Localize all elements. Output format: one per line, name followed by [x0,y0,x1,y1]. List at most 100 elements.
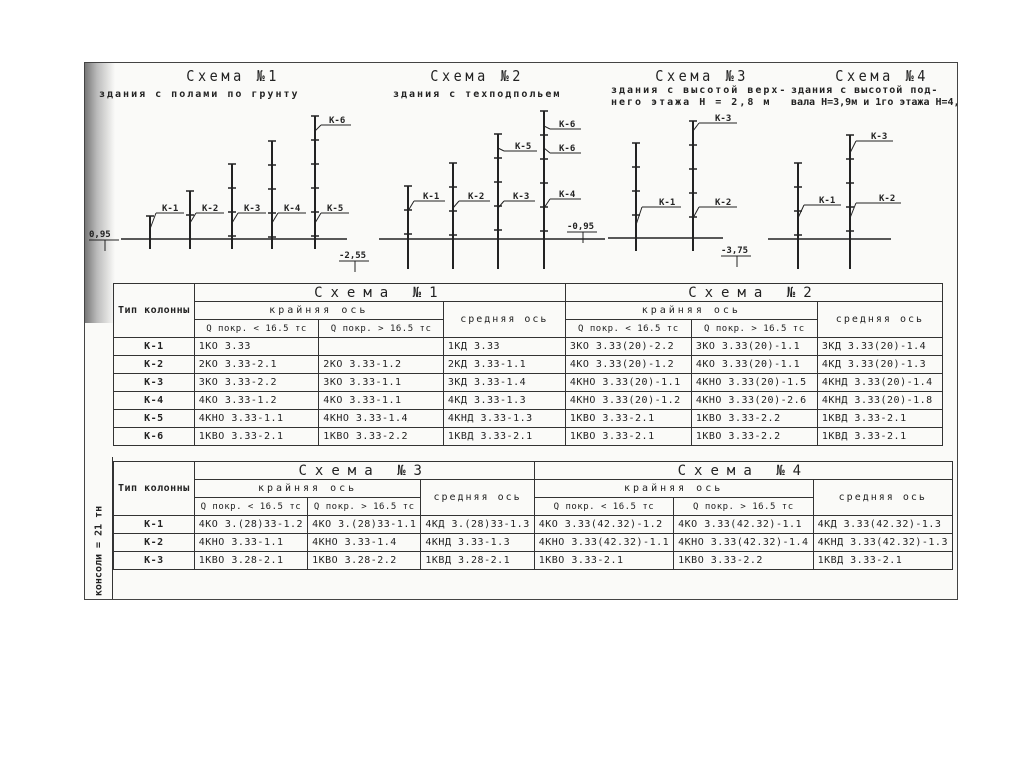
leader [271,212,279,224]
column-mark-cell: 4КНД 3.33(42.32)-1.3 [812,533,953,552]
column-mark-cell: 2КО 3.33-2.1 [193,355,320,374]
column-mark-cell: 1КД 3.33 [442,337,566,356]
leader [497,147,505,152]
column-label: К-4 [284,204,301,214]
table-row: К-6 1КВО 3.33-2.1 1КВО 3.33-2.2 1КВД 3.33-2… [113,427,944,446]
q-less-header: Q покр. < 16.5 тс [193,497,309,516]
column-mark-cell: 3КО 3.33-1.1 [318,373,444,392]
scheme-1-title: Схема №1 [186,67,281,85]
column-mark-cell: 3КД 3.33-1.4 [442,373,566,392]
column-mark-cell: 4КНО 3.33-1.1 [193,409,320,428]
scheme-2-title: Схема №2 [430,67,525,85]
column-label: К-2 [468,192,484,202]
column-mark-cell: 4КНО 3.33(20)-1.5 [690,373,818,392]
column-mark-cell: 1КВД 3.28-2.1 [420,551,535,570]
column-mark-cell: 4КНД 3.33-1.3 [442,409,566,428]
column-mark-cell: 4КД 3.33(20)-1.3 [816,355,944,374]
console-load-label: Q консоли = 21 тн [93,505,105,600]
column-label: К-5 [515,142,531,152]
leader [692,122,700,132]
column-mark-cell: 4КНО 3.33(20)-2.6 [690,391,818,410]
column-mark-cell [318,337,444,356]
column-mark-cell: 1КВД 3.33-2.1 [812,551,953,570]
column-label: К-4 [559,190,576,200]
column-mark-cell: 1КВД 3.33-2.1 [442,427,566,446]
column-mark-cell: 4КНД 3.33(20)-1.8 [816,391,944,410]
column-label: К-3 [715,114,731,124]
scheme-right-title: Схема №2 [564,283,944,302]
scheme-4-title: Схема №4 [835,67,930,85]
leader [543,147,551,154]
scheme-4-subtitle-2: вала Н=3,9м и 1го этажа Н=4,2м [791,97,958,108]
column-mark-cell: 4КО 3.(28)33-1.2 [193,515,309,534]
column-mark-cell: 4КНО 3.33-1.1 [193,533,309,552]
level-mark: 0,95 [89,230,111,240]
q-less-header: Q покр. < 16.5 тс [533,497,675,516]
q-less-header: Q покр. < 16.5 тс [193,319,320,338]
column-mark-cell: 1КВО 3.28-2.1 [193,551,309,570]
column-type-cell: К-2 [113,533,195,552]
column-mark-cell: 1КВД 3.33-2.1 [816,427,944,446]
table-row: К-1 1КО 3.33 1КД 3.33 3КО 3.33(20)-2.2 3КО 3… [113,337,944,356]
column-label: К-1 [162,204,178,214]
leader [497,200,505,209]
column-mark-cell: 1КВО 3.33-2.2 [673,551,814,570]
column-mark-cell: 1КВД 3.33-2.1 [816,409,944,428]
leader [314,124,322,132]
leader [849,140,857,154]
column-mark-cell: 4КО 3.(28)33-1.1 [307,515,422,534]
column-mark-cell: 1КВО 3.33-2.2 [690,427,818,446]
column-type-cell: К-3 [113,551,195,570]
q-more-header: Q покр. > 16.5 тс [307,497,422,516]
q-less-header: Q покр. < 16.5 тс [564,319,692,338]
table-row: К-5 4КНО 3.33-1.1 4КНО 3.33-1.4 4КНД 3.33-1… [113,409,944,428]
edge-axis-header: крайняя ось [193,479,422,498]
edge-axis-header: крайняя ось [193,301,444,320]
axis-header-row: крайняя ось средняя ось крайняя ось средняя… [114,479,953,516]
type-column-header: Тип колонны [113,283,195,338]
scheme-3-title: Схема №3 [655,67,750,85]
column-label: К-2 [202,204,218,214]
scheme-title-row: Тип колонны Схема №1 Схема №2 [113,283,944,338]
q-more-header: Q покр. > 16.5 тс [318,319,444,338]
column-mark-cell: 4КО 3.33(20)-1.1 [690,355,818,374]
leader [797,204,805,219]
table-row: К-4 4КО 3.33-1.2 4КО 3.33-1.1 4КД 3.33-1.3 4… [113,391,944,410]
column-mark-cell: 4КД 3.33(42.32)-1.3 [812,515,953,534]
column-mark-cell: 1КВО 3.28-2.2 [307,551,422,570]
column-mark-cell: 4КНД 3.33(20)-1.4 [816,373,944,392]
column-label: К-6 [329,116,345,126]
middle-axis-header: средняя ось [816,301,944,338]
column-type-cell: К-2 [113,355,195,374]
scheme-left-title: Схема №1 [193,283,566,302]
column-label: К-3 [513,192,529,202]
scheme-3-subtitle-2: него этажа Н = 2,8 м [611,97,772,108]
column-type-cell: К-3 [113,373,195,392]
column-mark-cell: 4КД 3.33-1.3 [442,391,566,410]
table-row: К-2 4КНО 3.33-1.1 4КНО 3.33-1.4 4КНД 3.33-1… [113,533,953,552]
column-type-cell: К-6 [113,427,195,446]
column-label: К-5 [327,204,343,214]
column-diagrams: К-1 К-2 К-3 К-4 К-5 К-6 0,95 К-1 К-2 К-3 К-4 К-5 К-6… [89,110,901,272]
column-mark-cell: 4КД 3.(28)33-1.3 [420,515,535,534]
column-mark-cell: 3КО 3.33(20)-2.2 [564,337,692,356]
type-column-header: Тип колонны [113,461,195,516]
schemes-1-2-table: Тип колонны Схема №1 Схема №2 крайняя ось ср… [113,283,944,446]
q-more-header: Q покр. > 16.5 тс [673,497,814,516]
column-mark-cell: 4КО 3.33(20)-1.2 [564,355,692,374]
column-label: К-1 [659,198,675,208]
column-mark-cell: 4КО 3.33(42.32)-1.1 [673,515,814,534]
leader [543,198,551,209]
column-mark-cell: 2КД 3.33-1.1 [442,355,566,374]
column-type-cell: К-4 [113,391,195,410]
column-mark-cell: 1КО 3.33 [193,337,320,356]
schemes-3-4-table: Тип колонны Схема №3 Схема №4 крайняя ось ср… [113,461,953,570]
table-row: К-3 3КО 3.33-2.2 3КО 3.33-1.1 3КД 3.33-1.4 4… [113,373,944,392]
column-type-cell: К-5 [113,409,195,428]
load-header-row: Q покр. < 16.5 тс Q покр. > 16.5 тс Q покр… [114,319,943,338]
axis-header-row: крайняя ось средняя ось крайняя ось средняя… [114,301,944,338]
column-mark-cell: 3КО 3.33-2.2 [193,373,320,392]
column-mark-cell: 4КНО 3.33(42.32)-1.4 [673,533,814,552]
column-label: К-1 [423,192,439,202]
table-row: К-3 1КВО 3.28-2.1 1КВО 3.28-2.2 1КВД 3.28-2… [113,551,953,570]
